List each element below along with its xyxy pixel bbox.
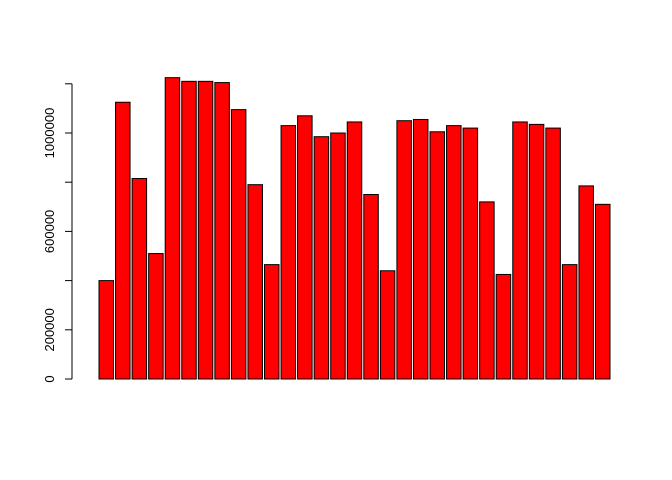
bar xyxy=(264,264,280,380)
bars-group xyxy=(98,77,611,380)
bar xyxy=(479,201,495,380)
bar xyxy=(363,194,379,380)
bar xyxy=(578,185,594,380)
bar xyxy=(412,118,429,380)
bar xyxy=(561,264,578,380)
bar xyxy=(181,80,197,380)
bar xyxy=(247,184,263,380)
y-tick-label: 200000 xyxy=(42,308,57,351)
bar xyxy=(313,136,330,380)
bar xyxy=(379,270,396,380)
bar xyxy=(545,127,561,380)
y-axis: 0 200000 600000 1000000 xyxy=(42,83,73,383)
bar xyxy=(495,273,512,380)
bar xyxy=(462,127,479,380)
bar xyxy=(230,109,247,380)
y-tick-label: 600000 xyxy=(42,210,57,253)
bar xyxy=(164,77,181,380)
bar xyxy=(429,131,445,380)
bar xyxy=(330,132,346,380)
y-tick-label: 1000000 xyxy=(42,108,57,159)
bar xyxy=(131,178,148,380)
bar xyxy=(197,80,214,380)
bar xyxy=(297,115,313,380)
bar xyxy=(115,101,131,380)
bar xyxy=(595,203,611,380)
bar xyxy=(528,123,545,380)
y-tick-label: 0 xyxy=(42,375,57,382)
bar xyxy=(346,121,363,380)
bar xyxy=(148,253,164,380)
bar xyxy=(396,120,412,380)
bar xyxy=(512,121,528,380)
bar xyxy=(214,82,230,380)
bar xyxy=(446,125,462,380)
bar xyxy=(98,280,114,380)
bar xyxy=(280,125,297,380)
